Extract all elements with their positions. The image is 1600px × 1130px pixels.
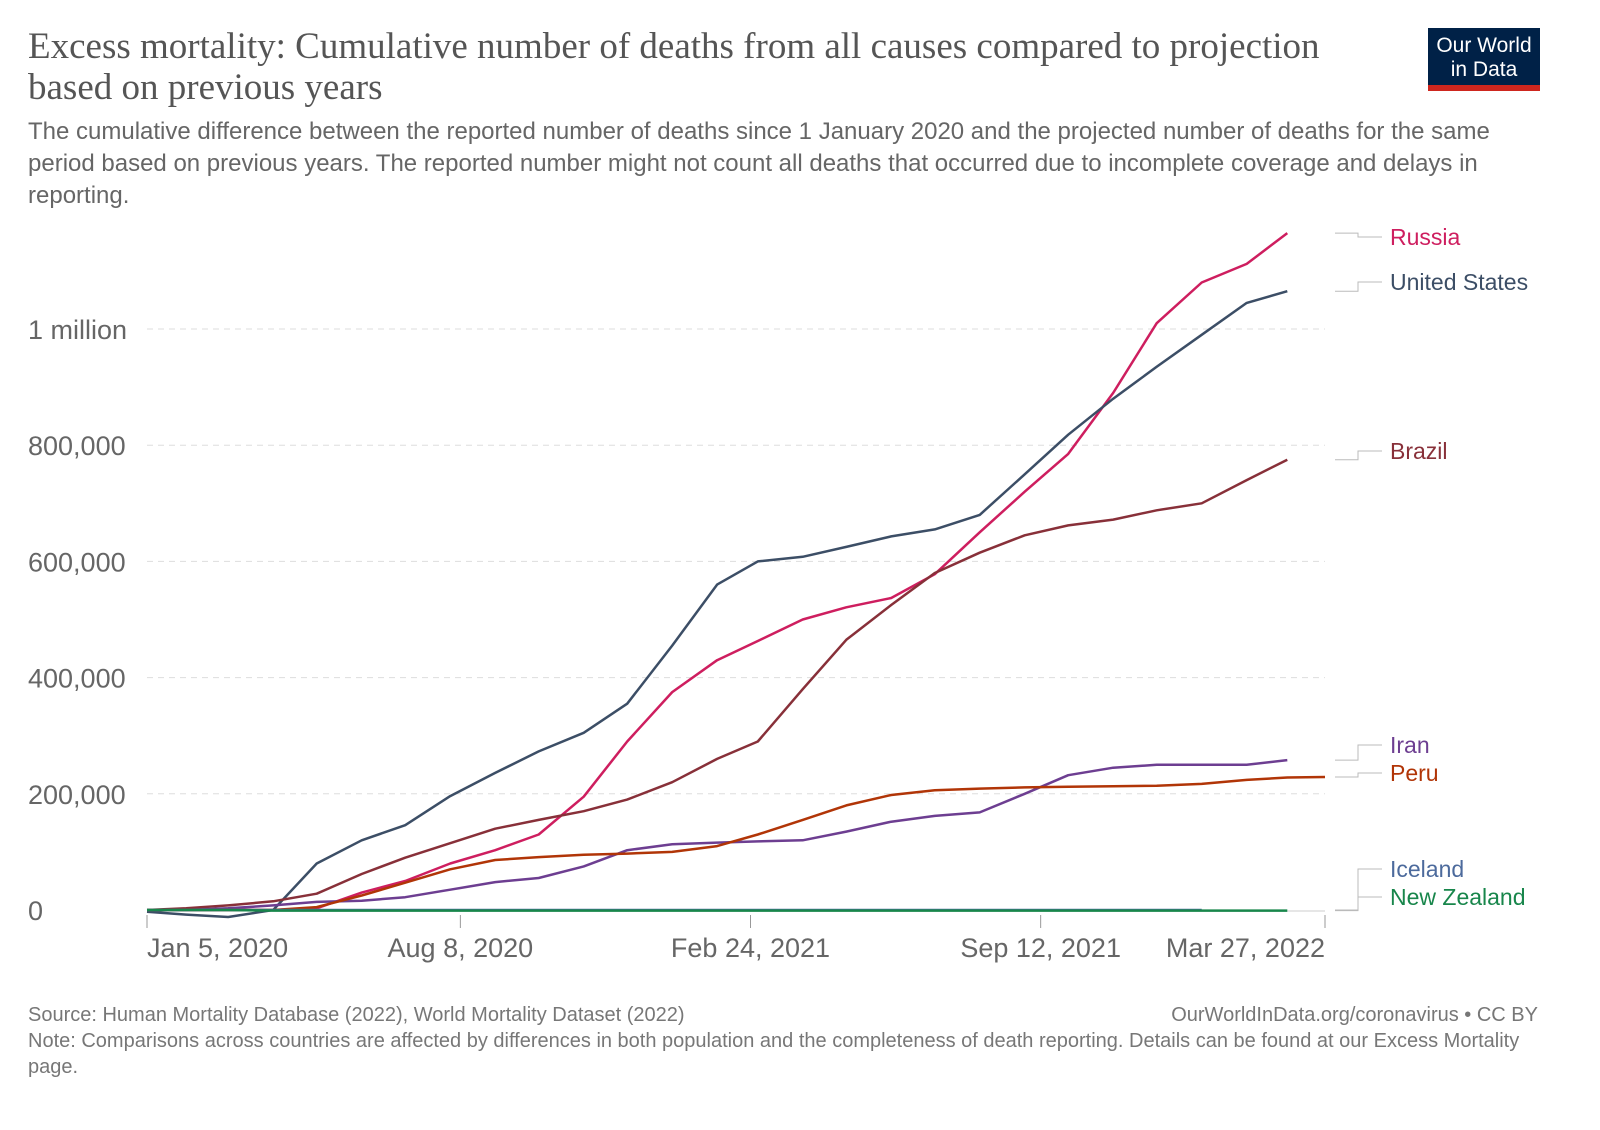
legend-label: New Zealand — [1390, 884, 1526, 910]
legend-connector — [1335, 450, 1382, 461]
line-chart: 0 200,000 400,000 600,000 800,000 1 million Ja… — [28, 224, 1528, 963]
x-tick-label: Jan 5, 2020 — [147, 933, 288, 963]
series-line-iran — [147, 758, 1288, 912]
logo-line-1: Our World — [1436, 34, 1532, 57]
y-tick-label: 1 million — [28, 315, 127, 345]
series-line-russia — [147, 232, 1289, 912]
legend-label: Peru — [1390, 760, 1439, 786]
x-tick-label: Feb 24, 2021 — [671, 933, 830, 963]
footer: Source: Human Mortality Database (2022),… — [28, 1002, 1538, 1080]
y-tick-label: 200,000 — [28, 780, 126, 810]
legend-connector — [1335, 281, 1382, 292]
logo-line-2: in Data — [1450, 58, 1518, 81]
x-tick-label: Mar 27, 2022 — [1166, 933, 1325, 963]
legend-label: Russia — [1390, 224, 1461, 250]
series-line-peru — [147, 775, 1326, 912]
legend-connector — [1335, 772, 1382, 778]
y-tick-label: 400,000 — [28, 664, 126, 694]
legend-label: Brazil — [1390, 438, 1448, 464]
source-text: Source: Human Mortality Database (2022),… — [28, 1004, 685, 1026]
note-text: Note: Comparisons across countries are a… — [28, 1030, 1520, 1078]
x-tick-label: Aug 8, 2020 — [388, 933, 534, 963]
legend-label: Iran — [1390, 732, 1430, 758]
series-line-brazil — [146, 458, 1288, 912]
legend-connector — [1335, 868, 1382, 911]
legend-connector — [1335, 744, 1382, 761]
owid-logo[interactable]: Our World in Data — [1428, 28, 1540, 91]
legend-connector — [1335, 896, 1382, 912]
legend-connector — [1335, 232, 1382, 238]
chart-title: Excess mortality: Cumulative number of d… — [28, 26, 1320, 108]
series-line-new-zealand — [147, 908, 1288, 912]
y-tick-label: 0 — [28, 896, 43, 926]
y-tick-label: 600,000 — [28, 547, 126, 577]
legend-label: Iceland — [1390, 856, 1464, 882]
y-tick-label: 800,000 — [28, 431, 126, 461]
credit-link[interactable]: OurWorldInData.org/coronavirus • CC BY — [1171, 1004, 1538, 1026]
x-tick-label: Sep 12, 2021 — [960, 933, 1121, 963]
series-line-united-states — [146, 289, 1288, 919]
chart-subtitle: The cumulative difference between the re… — [28, 118, 1490, 209]
legend-label: United States — [1390, 269, 1528, 295]
